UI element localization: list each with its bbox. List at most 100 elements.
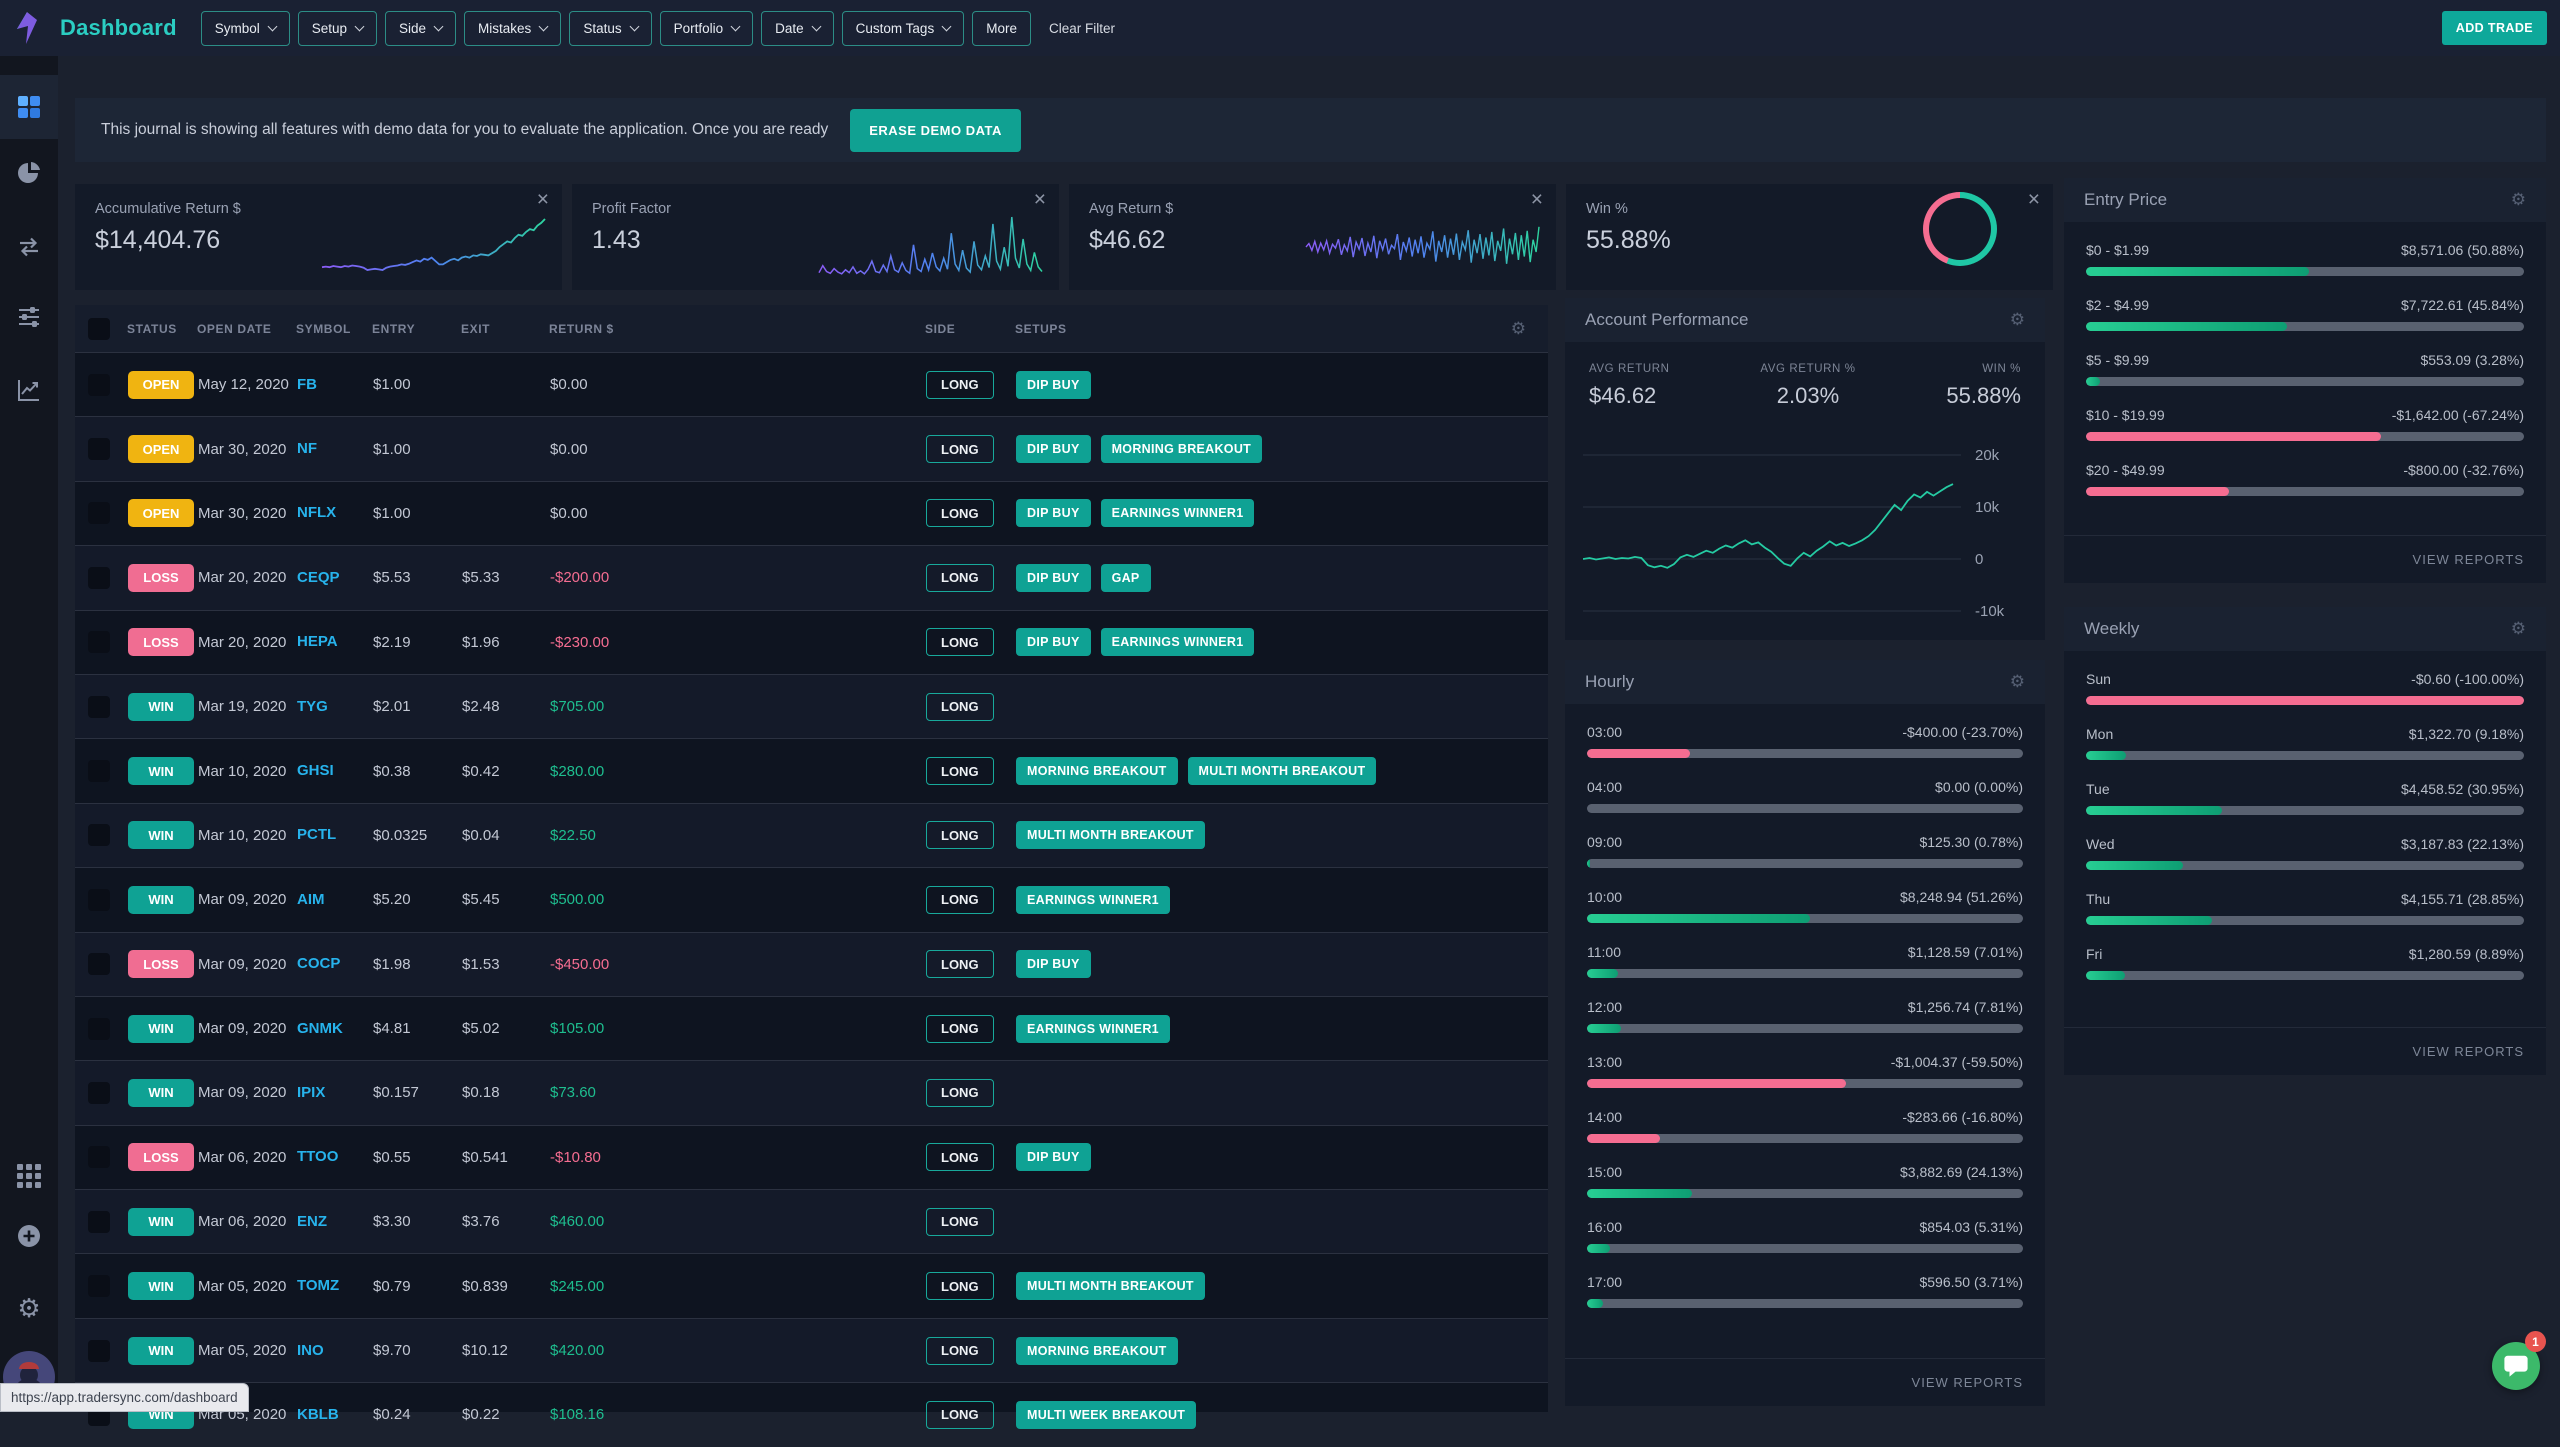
- filter-button-mistakes[interactable]: Mistakes: [464, 11, 561, 46]
- row-checkbox[interactable]: [88, 1275, 110, 1297]
- symbol-link[interactable]: GHSI: [297, 762, 334, 779]
- row-checkbox[interactable]: [88, 696, 110, 718]
- filter-button-custom-tags[interactable]: Custom Tags: [842, 11, 965, 46]
- table-row[interactable]: OPEN May 12, 2020 FB $1.00 $0.00 LONG DI…: [75, 352, 1548, 416]
- app-logo-icon[interactable]: [10, 8, 44, 48]
- symbol-link[interactable]: KBLB: [297, 1406, 339, 1423]
- filter-button-symbol[interactable]: Symbol: [201, 11, 290, 46]
- bar-fill: [1587, 859, 1590, 868]
- symbol-link[interactable]: TTOO: [297, 1148, 338, 1165]
- symbol-link[interactable]: ENZ: [297, 1213, 327, 1230]
- stat-card-accumulative-return: Accumulative Return $ $14,404.76 ×: [75, 184, 562, 290]
- stat-bar-row: 13:00 -$1,004.37 (-59.50%): [1587, 1054, 2023, 1088]
- sidebar-item-apps[interactable]: [0, 1163, 58, 1189]
- row-checkbox[interactable]: [88, 1018, 110, 1040]
- table-row[interactable]: LOSS Mar 06, 2020 TTOO $0.55 $0.541 -$10…: [75, 1125, 1548, 1189]
- filter-button-date[interactable]: Date: [761, 11, 834, 46]
- row-checkbox[interactable]: [88, 1146, 110, 1168]
- col-header-symbol[interactable]: SYMBOL: [296, 322, 372, 336]
- row-checkbox[interactable]: [88, 889, 110, 911]
- panel-settings-gear-icon[interactable]: ⚙: [2511, 619, 2526, 639]
- symbol-link[interactable]: INO: [297, 1342, 324, 1359]
- row-checkbox[interactable]: [88, 1340, 110, 1362]
- close-icon[interactable]: ×: [1531, 188, 1543, 212]
- symbol-link[interactable]: IPIX: [297, 1084, 325, 1101]
- col-header-setups[interactable]: SETUPS: [1015, 322, 1548, 336]
- table-row[interactable]: WIN Mar 06, 2020 ENZ $3.30 $3.76 $460.00…: [75, 1189, 1548, 1253]
- table-settings-gear-icon[interactable]: ⚙: [1511, 319, 1526, 339]
- table-row[interactable]: LOSS Mar 20, 2020 HEPA $2.19 $1.96 -$230…: [75, 610, 1548, 674]
- table-row[interactable]: LOSS Mar 20, 2020 CEQP $5.53 $5.33 -$200…: [75, 545, 1548, 609]
- sidebar-item-filters[interactable]: [0, 305, 58, 329]
- panel-settings-gear-icon[interactable]: ⚙: [2511, 190, 2526, 210]
- symbol-link[interactable]: PCTL: [297, 826, 336, 843]
- side-badge: LONG: [926, 1272, 994, 1300]
- symbol-link[interactable]: FB: [297, 376, 317, 393]
- setup-badge: DIP BUY: [1016, 1143, 1091, 1171]
- table-row[interactable]: WIN Mar 19, 2020 TYG $2.01 $2.48 $705.00…: [75, 674, 1548, 738]
- more-button[interactable]: More: [972, 11, 1031, 46]
- col-header-return[interactable]: RETURN $: [549, 322, 925, 336]
- bar-track: [1587, 804, 2023, 813]
- row-checkbox[interactable]: [88, 824, 110, 846]
- table-row[interactable]: WIN Mar 09, 2020 IPIX $0.157 $0.18 $73.6…: [75, 1060, 1548, 1124]
- table-row[interactable]: WIN Mar 09, 2020 GNMK $4.81 $5.02 $105.0…: [75, 996, 1548, 1060]
- view-reports-link[interactable]: VIEW REPORTS: [2064, 1027, 2546, 1075]
- table-row[interactable]: WIN Mar 10, 2020 GHSI $0.38 $0.42 $280.0…: [75, 738, 1548, 802]
- filter-button-setup[interactable]: Setup: [298, 11, 377, 46]
- symbol-link[interactable]: CEQP: [297, 569, 340, 586]
- filter-button-portfolio[interactable]: Portfolio: [660, 11, 754, 46]
- table-row[interactable]: WIN Mar 10, 2020 PCTL $0.0325 $0.04 $22.…: [75, 803, 1548, 867]
- symbol-link[interactable]: NF: [297, 440, 317, 457]
- symbol-link[interactable]: AIM: [297, 891, 325, 908]
- row-checkbox[interactable]: [88, 1211, 110, 1233]
- row-checkbox[interactable]: [88, 374, 110, 396]
- row-checkbox[interactable]: [88, 953, 110, 975]
- erase-demo-data-button[interactable]: ERASE DEMO DATA: [850, 109, 1021, 152]
- table-row[interactable]: OPEN Mar 30, 2020 NF $1.00 $0.00 LONG DI…: [75, 416, 1548, 480]
- symbol-link[interactable]: GNMK: [297, 1020, 343, 1037]
- row-checkbox[interactable]: [88, 438, 110, 460]
- col-header-status[interactable]: STATUS: [127, 322, 197, 336]
- symbol-link[interactable]: TYG: [297, 698, 328, 715]
- clear-filter-button[interactable]: Clear Filter: [1049, 21, 1115, 36]
- col-header-open-date[interactable]: OPEN DATE: [197, 322, 296, 336]
- panel-settings-gear-icon[interactable]: ⚙: [2010, 672, 2025, 692]
- bar-track: [1587, 1189, 2023, 1198]
- sidebar-item-reports-pie[interactable]: [0, 161, 58, 185]
- sidebar-item-add[interactable]: [0, 1223, 58, 1249]
- panel-settings-gear-icon[interactable]: ⚙: [2010, 310, 2025, 330]
- status-badge: LOSS: [128, 950, 194, 978]
- sidebar-item-trades[interactable]: [0, 235, 58, 259]
- sidebar-item-dashboard[interactable]: [0, 95, 58, 119]
- symbol-link[interactable]: TOMZ: [297, 1277, 339, 1294]
- table-row[interactable]: OPEN Mar 30, 2020 NFLX $1.00 $0.00 LONG …: [75, 481, 1548, 545]
- col-header-exit[interactable]: EXIT: [461, 322, 549, 336]
- row-checkbox[interactable]: [88, 631, 110, 653]
- filter-button-status[interactable]: Status: [569, 11, 651, 46]
- col-header-entry[interactable]: ENTRY: [372, 322, 461, 336]
- sidebar-item-analytics[interactable]: [0, 378, 58, 402]
- symbol-link[interactable]: COCP: [297, 955, 340, 972]
- row-checkbox[interactable]: [88, 760, 110, 782]
- close-icon[interactable]: ×: [537, 188, 549, 212]
- table-row[interactable]: WIN Mar 05, 2020 INO $9.70 $10.12 $420.0…: [75, 1318, 1548, 1382]
- row-checkbox[interactable]: [88, 567, 110, 589]
- row-checkbox[interactable]: [88, 502, 110, 524]
- table-row[interactable]: WIN Mar 05, 2020 KBLB $0.24 $0.22 $108.1…: [75, 1382, 1548, 1446]
- filter-button-side[interactable]: Side: [385, 11, 456, 46]
- view-reports-link[interactable]: VIEW REPORTS: [1565, 1358, 2045, 1406]
- table-row[interactable]: WIN Mar 05, 2020 TOMZ $0.79 $0.839 $245.…: [75, 1253, 1548, 1317]
- symbol-link[interactable]: NFLX: [297, 504, 336, 521]
- table-row[interactable]: LOSS Mar 09, 2020 COCP $1.98 $1.53 -$450…: [75, 932, 1548, 996]
- add-trade-button[interactable]: ADD TRADE: [2442, 11, 2547, 45]
- symbol-link[interactable]: HEPA: [297, 633, 338, 650]
- row-checkbox[interactable]: [88, 1082, 110, 1104]
- close-icon[interactable]: ×: [2028, 188, 2040, 212]
- select-all-checkbox[interactable]: [88, 318, 110, 340]
- sidebar-item-settings[interactable]: ⚙: [0, 1294, 58, 1324]
- col-header-side[interactable]: SIDE: [925, 322, 1015, 336]
- view-reports-link[interactable]: VIEW REPORTS: [2064, 535, 2546, 583]
- table-row[interactable]: WIN Mar 09, 2020 AIM $5.20 $5.45 $500.00…: [75, 867, 1548, 931]
- close-icon[interactable]: ×: [1034, 188, 1046, 212]
